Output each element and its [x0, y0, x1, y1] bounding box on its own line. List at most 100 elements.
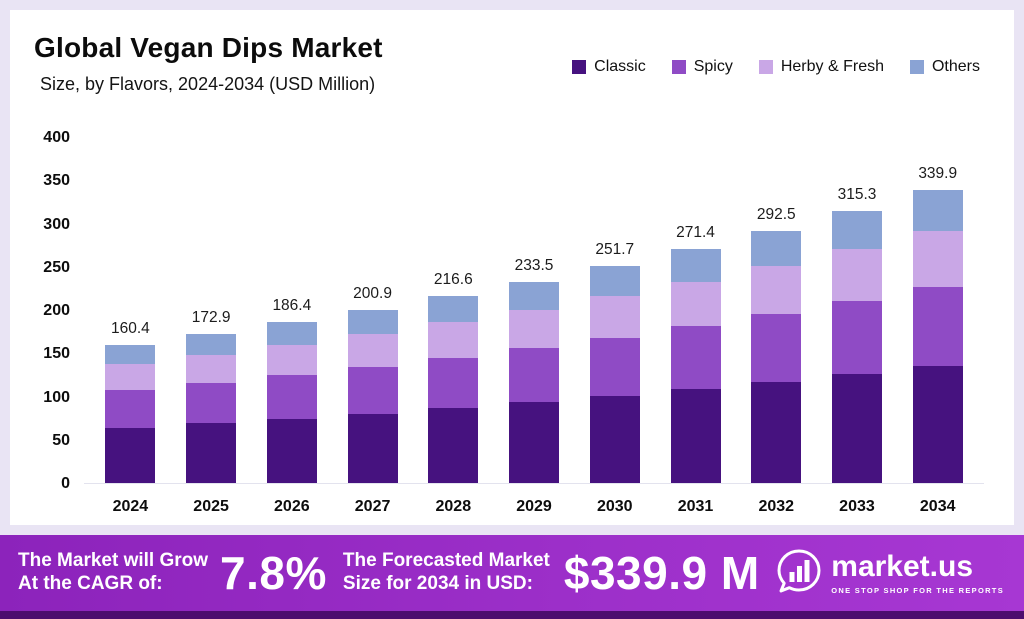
- x-label-2032: 2032: [758, 498, 795, 515]
- legend-item-spicy: Spicy: [671, 58, 733, 76]
- bar-total-2027: 200.9: [353, 284, 392, 302]
- segment-others-2033: [831, 211, 882, 250]
- segment-spicy-2027: [347, 366, 398, 414]
- y-tick-350: 350: [43, 172, 70, 190]
- y-tick-100: 100: [43, 388, 70, 406]
- bar-total-2029: 233.5: [514, 256, 554, 274]
- segment-classic-2025: [186, 423, 237, 483]
- x-label-2027: 2027: [354, 498, 391, 515]
- segment-others-2029: [509, 281, 560, 310]
- segment-classic-2027: [347, 413, 398, 483]
- segment-classic-2026: [266, 418, 317, 483]
- legend-swatch-herby-fresh: [758, 60, 773, 74]
- x-label-2026: 2026: [274, 498, 310, 515]
- segment-spicy-2029: [509, 348, 560, 403]
- legend-item-others: Others: [909, 58, 980, 76]
- segment-classic-2024: [105, 427, 156, 483]
- brand: market.us ONE STOP SHOP FOR THE REPORTS: [776, 548, 1004, 599]
- y-tick-300: 300: [43, 215, 70, 233]
- x-label-2028: 2028: [435, 498, 472, 515]
- bar-2032: 292.5: [736, 138, 817, 483]
- segment-herby-fresh-2027: [347, 333, 398, 367]
- legend-label-others: Others: [931, 58, 980, 75]
- x-label-2025: 2025: [193, 498, 229, 515]
- x-label-2024: 2024: [112, 498, 149, 515]
- bar-total-2033: 315.3: [837, 186, 877, 204]
- segment-herby-fresh-2029: [509, 309, 560, 349]
- x-label-2029: 2029: [516, 498, 552, 515]
- y-axis: 0 50 100 150 200 250 300 350 400: [34, 129, 84, 492]
- segment-spicy-2030: [589, 337, 640, 397]
- cagr-label-line1: The Market will Grow: [18, 550, 209, 572]
- bar-2031: 271.4: [655, 138, 736, 483]
- forecast-label-line1: The Forecasted Market: [342, 550, 550, 572]
- bar-total-2030: 251.7: [595, 240, 635, 258]
- segment-herby-fresh-2028: [428, 322, 479, 358]
- bar-total-2031: 271.4: [676, 223, 715, 241]
- x-label-2034: 2034: [919, 498, 956, 515]
- segment-herby-fresh-2030: [589, 296, 640, 338]
- bar-total-2034: 339.9: [918, 164, 958, 182]
- bar-2025: 172.9: [171, 138, 252, 483]
- chart-panel: Global Vegan Dips Market Size, by Flavor…: [10, 10, 1014, 525]
- bar-total-2024: 160.4: [110, 319, 150, 337]
- segment-classic-2031: [670, 389, 721, 483]
- segment-spicy-2033: [831, 300, 882, 375]
- brand-tagline: ONE STOP SHOP FOR THE REPORTS: [831, 585, 1004, 595]
- legend-swatch-classic: [572, 60, 587, 74]
- segment-others-2034: [912, 189, 963, 231]
- segment-classic-2030: [589, 396, 640, 483]
- bar-2026: 186.4: [251, 138, 332, 483]
- segment-classic-2033: [831, 374, 882, 483]
- x-label-2033: 2033: [839, 498, 875, 515]
- cagr-value: 7.8%: [220, 547, 327, 599]
- y-tick-0: 0: [61, 475, 70, 492]
- legend-label-herby-fresh: Herby & Fresh: [780, 58, 884, 75]
- brand-text: market.us ONE STOP SHOP FOR THE REPORTS: [831, 549, 1004, 595]
- bar-total-2026: 186.4: [272, 297, 312, 315]
- segment-herby-fresh-2025: [186, 354, 237, 384]
- segment-spicy-2028: [428, 357, 479, 409]
- cagr-label: The Market will Grow At the CAGR of:: [18, 550, 208, 596]
- bar-2033: 315.3: [817, 138, 898, 483]
- bar-total-2028: 216.6: [433, 271, 473, 289]
- chart-subtitle: Size, by Flavors, 2024-2034 (USD Million…: [40, 74, 376, 94]
- y-tick-250: 250: [43, 258, 70, 276]
- segment-classic-2032: [751, 382, 802, 483]
- x-axis: 2024 2025 2026 2027 2028 2029 2030 2031 2032 2033…: [84, 498, 984, 516]
- segment-others-2026: [266, 322, 317, 345]
- segment-spicy-2024: [105, 390, 156, 428]
- cagr-label-line2: At the CAGR of:: [18, 573, 163, 594]
- segment-spicy-2025: [186, 383, 237, 424]
- segment-others-2030: [589, 265, 640, 297]
- chart-header: Global Vegan Dips Market Size, by Flavor…: [34, 32, 984, 124]
- plot-area: 160.4 172.9 186.4 200.9 216.6 233.5 251.7 271.4…: [84, 138, 984, 516]
- bar-2027: 200.9: [332, 138, 413, 483]
- segment-spicy-2026: [266, 375, 317, 419]
- legend-item-classic: Classic: [572, 58, 646, 76]
- x-label-2030: 2030: [596, 498, 633, 515]
- segment-herby-fresh-2033: [831, 249, 882, 301]
- x-label-2031: 2031: [677, 498, 714, 515]
- legend-label-spicy: Spicy: [693, 58, 733, 75]
- y-tick-200: 200: [43, 302, 70, 319]
- segment-spicy-2031: [670, 326, 721, 390]
- forecast-label-line2: Size for 2034 in USD:: [342, 573, 533, 594]
- segment-spicy-2032: [751, 313, 802, 383]
- segment-others-2031: [670, 248, 721, 282]
- chart-title: Global Vegan Dips Market: [34, 32, 383, 63]
- forecast-value: $339.9 M: [563, 547, 760, 599]
- bar-2029: 233.5: [494, 138, 575, 483]
- segment-herby-fresh-2026: [266, 344, 317, 376]
- legend-swatch-spicy: [671, 60, 686, 74]
- segment-herby-fresh-2032: [751, 266, 802, 314]
- forecast-label: The Forecasted Market Size for 2034 in U…: [343, 550, 550, 596]
- bar-total-2032: 292.5: [756, 205, 796, 223]
- brand-name: market.us: [831, 549, 974, 583]
- segment-herby-fresh-2031: [670, 281, 721, 327]
- bar-2024: 160.4: [90, 138, 171, 483]
- segment-others-2024: [105, 344, 156, 364]
- segment-spicy-2034: [912, 286, 963, 366]
- legend-item-herby-fresh: Herby & Fresh: [758, 58, 884, 76]
- footer-banner: The Market will Grow At the CAGR of: 7.8…: [0, 535, 1024, 619]
